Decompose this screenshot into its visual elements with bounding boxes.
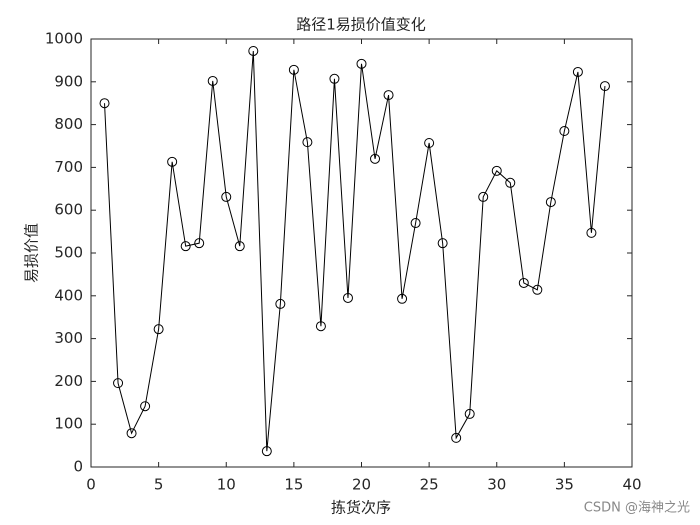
data-point <box>572 66 583 77</box>
data-point <box>505 177 516 188</box>
axes-box <box>90 38 633 468</box>
data-point <box>545 197 556 208</box>
data-point <box>478 191 489 202</box>
data-point <box>207 75 218 86</box>
y-axis-label: 易损价值 <box>23 223 41 283</box>
data-point <box>424 138 435 149</box>
data-point <box>221 191 232 202</box>
data-point <box>342 292 353 303</box>
x-tick-label: 20 <box>352 476 371 494</box>
watermark: CSDN @海神之光 <box>584 501 690 516</box>
data-point <box>261 446 272 457</box>
data-point <box>234 241 245 252</box>
data-point <box>248 45 259 56</box>
data-point <box>194 238 205 249</box>
data-point <box>329 73 340 84</box>
data-point <box>383 90 394 101</box>
data-point <box>518 277 529 288</box>
data-point <box>99 98 110 109</box>
y-tick-label: 400 <box>54 286 83 304</box>
y-tick-label: 1000 <box>45 30 83 48</box>
data-point <box>180 241 191 252</box>
x-tick-label: 15 <box>284 476 303 494</box>
data-point <box>288 64 299 75</box>
x-tick-label: 40 <box>622 476 641 494</box>
data-point <box>586 227 597 238</box>
y-tick-label: 200 <box>54 372 83 390</box>
y-tick-label: 800 <box>54 115 83 133</box>
y-tick-label: 0 <box>73 458 83 476</box>
data-point <box>140 401 151 412</box>
data-point <box>559 126 570 137</box>
data-point <box>315 321 326 332</box>
data-point <box>464 408 475 419</box>
y-tick-label: 300 <box>54 329 83 347</box>
data-point <box>167 156 178 167</box>
data-point <box>437 238 448 249</box>
data-point <box>451 432 462 443</box>
x-tick-label: 0 <box>86 476 96 494</box>
data-point <box>302 137 313 148</box>
data-point <box>126 428 137 439</box>
x-tick-label: 30 <box>487 476 506 494</box>
data-point <box>275 298 286 309</box>
x-tick-label: 25 <box>420 476 439 494</box>
y-tick-label: 900 <box>54 72 83 90</box>
y-tick-label: 100 <box>54 415 83 433</box>
data-point <box>153 324 164 335</box>
data-point <box>410 218 421 229</box>
data-point <box>397 293 408 304</box>
data-line <box>104 50 606 452</box>
chart-title: 路径1易损价值变化 <box>296 16 426 34</box>
x-tick-label: 10 <box>217 476 236 494</box>
x-tick-label: 35 <box>555 476 574 494</box>
data-point <box>491 165 502 176</box>
data-point <box>532 284 543 295</box>
y-tick-label: 700 <box>54 158 83 176</box>
y-tick-label: 600 <box>54 201 83 219</box>
x-tick-label: 5 <box>154 476 164 494</box>
x-axis-label: 拣货次序 <box>331 499 391 517</box>
data-point <box>356 58 367 69</box>
data-point <box>113 378 124 389</box>
data-point <box>599 81 610 92</box>
y-tick-label: 500 <box>54 244 83 262</box>
data-point <box>370 153 381 164</box>
